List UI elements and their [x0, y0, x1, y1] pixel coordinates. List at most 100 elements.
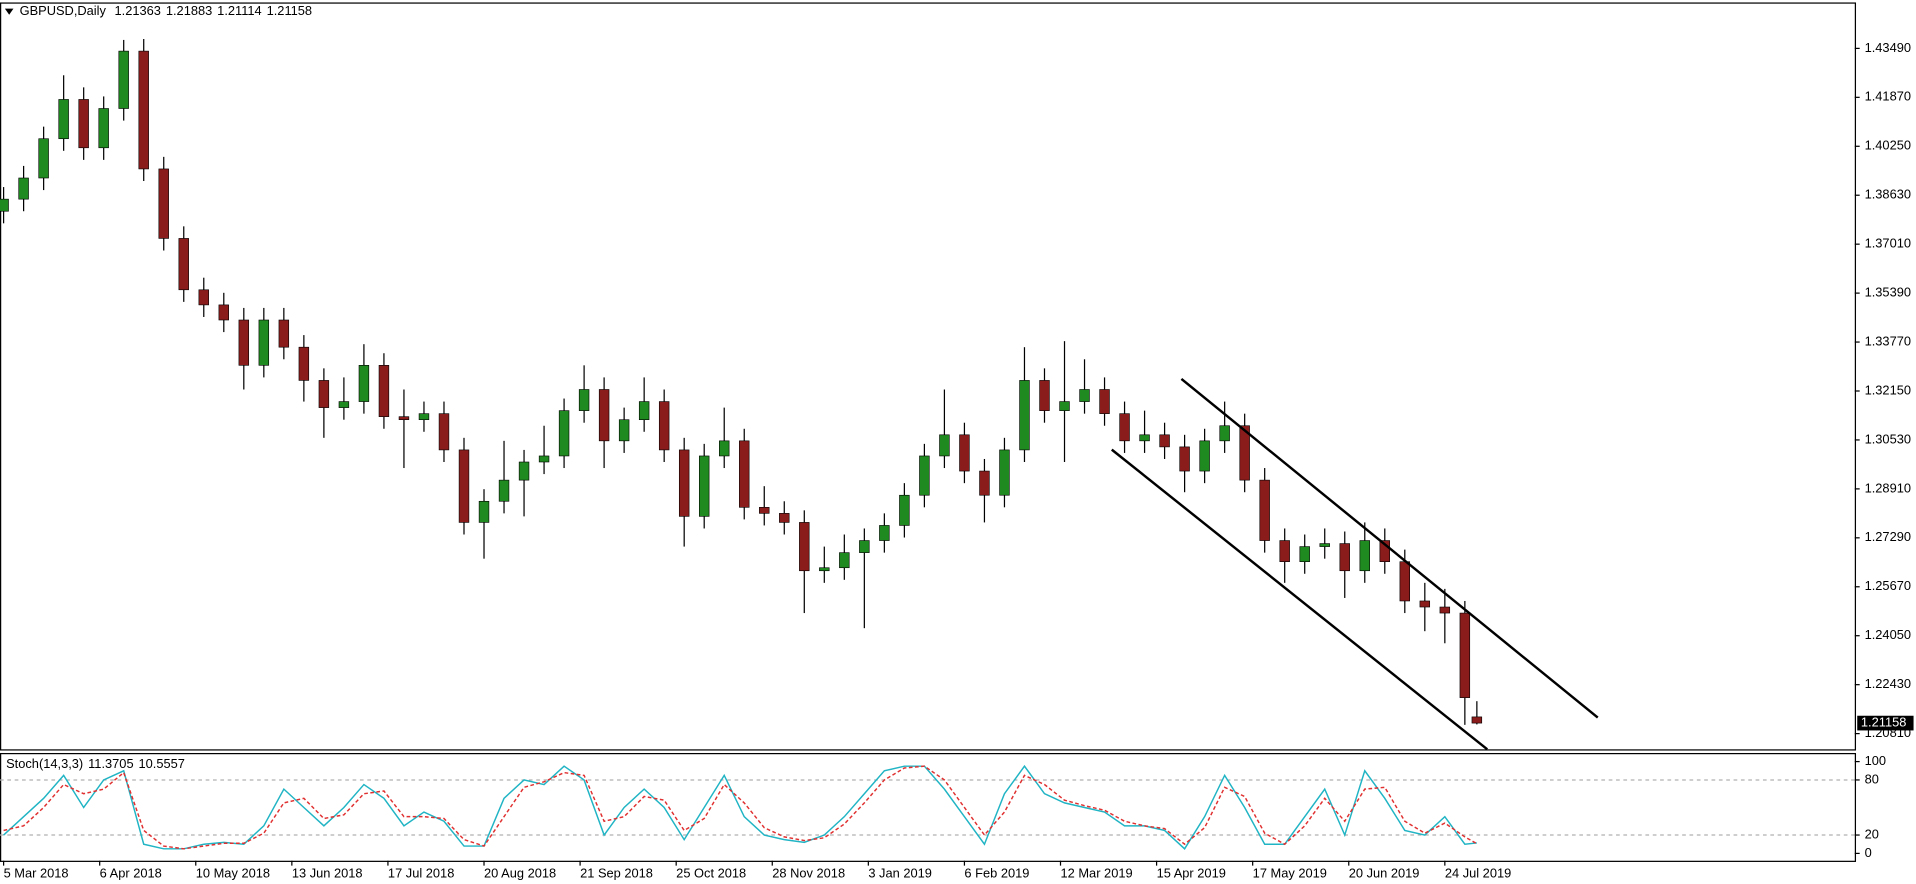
candle-body	[158, 168, 169, 239]
x-tick-label: 15 Apr 2019	[1157, 866, 1226, 881]
candle-body	[358, 365, 370, 402]
candle-body	[458, 449, 470, 523]
y-tick-label: 1.30530	[1865, 431, 1911, 446]
x-tick-label: 20 Jun 2019	[1349, 866, 1420, 881]
candle-body	[919, 455, 930, 496]
header-open: 1.21363	[115, 4, 161, 19]
candle-body	[218, 304, 229, 321]
candle-body	[238, 319, 250, 366]
x-tick-label: 3 Jan 2019	[868, 866, 932, 881]
candle-body	[498, 479, 510, 502]
y-tick-label: 1.37010	[1865, 236, 1911, 251]
y-tick-label: 20	[1865, 826, 1879, 841]
candle-body	[178, 238, 189, 291]
stoch-line	[3, 764, 1477, 850]
candle-body	[1099, 389, 1110, 414]
candle-body	[58, 99, 69, 140]
candle-body	[378, 365, 390, 417]
candle-body	[1339, 543, 1350, 572]
candle-body	[1471, 716, 1483, 724]
candle-body	[1119, 413, 1130, 442]
x-tick-label: 6 Feb 2019	[964, 866, 1029, 881]
x-tick-label: 20 Aug 2018	[484, 866, 556, 881]
y-tick-label: 1.28910	[1865, 480, 1911, 495]
x-tick-label: 12 Mar 2019	[1061, 866, 1133, 881]
y-tick-label: 1.38630	[1865, 187, 1911, 202]
menu-triangle[interactable]	[4, 8, 14, 15]
x-tick-label: 21 Sep 2018	[580, 866, 653, 881]
candle-body	[1199, 440, 1210, 472]
candle-body	[899, 494, 910, 526]
candle-body	[1179, 446, 1190, 472]
candle-body	[1279, 540, 1290, 563]
candle-body	[1459, 612, 1471, 698]
candle-body	[1239, 425, 1250, 481]
candle-body	[258, 319, 270, 366]
candle-body	[799, 522, 810, 572]
candle-body	[138, 50, 149, 170]
stoch-header: Stoch(14,3,3) 11.3705 10.5557	[6, 757, 185, 772]
y-tick-label: 1.41870	[1865, 89, 1911, 104]
candle-body	[959, 434, 970, 472]
x-tick-label: 6 Apr 2018	[100, 866, 162, 881]
x-tick-label: 17 Jul 2018	[388, 866, 454, 881]
candle-body	[278, 319, 290, 348]
candle-body	[719, 440, 730, 457]
candle-body	[698, 455, 710, 517]
candle-body	[999, 449, 1010, 496]
candle-body	[1359, 540, 1370, 572]
y-tick-label: 1.27290	[1865, 529, 1911, 544]
candle-body	[1159, 434, 1170, 448]
candle-body	[1319, 543, 1330, 547]
header-low: 1.21114	[217, 4, 262, 19]
x-tick-label: 28 Nov 2018	[772, 866, 845, 881]
candle-body	[839, 552, 850, 569]
candle-body	[819, 567, 830, 572]
candle-body	[398, 416, 410, 421]
stoch-signal-value: 10.5557	[139, 757, 185, 772]
stoch-panel-frame	[0, 752, 1857, 862]
trend-line	[1180, 377, 1599, 719]
chart-header: GBPUSD,Daily 1.21363 1.21883 1.21114 1.21158	[20, 4, 313, 19]
candle-body	[1059, 401, 1070, 411]
candle-body	[678, 449, 690, 517]
y-tick-label: 1.43490	[1865, 40, 1911, 55]
stoch-line	[3, 765, 1478, 850]
candle-body	[438, 413, 450, 451]
candle-body	[1399, 561, 1411, 602]
y-tick-label: 1.33770	[1865, 333, 1911, 348]
candle-body	[18, 177, 29, 200]
candle-body	[38, 138, 49, 179]
x-tick-label: 17 May 2019	[1253, 866, 1327, 881]
candle-body	[1299, 546, 1310, 563]
candle-body	[538, 455, 550, 463]
x-tick-label: 25 Oct 2018	[676, 866, 746, 881]
header-high: 1.21883	[166, 4, 212, 19]
candle-body	[78, 99, 89, 149]
candle-body	[1079, 389, 1090, 402]
candle-body	[779, 513, 790, 523]
candle-body	[298, 346, 310, 381]
y-tick-label: 1.24050	[1865, 627, 1911, 642]
candle-body	[1019, 380, 1030, 451]
x-tick-label: 24 Jul 2019	[1445, 866, 1511, 881]
candle-body	[558, 410, 570, 457]
candle-body	[638, 401, 650, 421]
main-panel-frame	[0, 2, 1857, 751]
y-tick-label: 80	[1865, 771, 1879, 786]
candle-body	[859, 540, 870, 553]
candle-body	[1219, 425, 1230, 442]
candle-body	[578, 389, 590, 411]
candle-body	[879, 525, 890, 541]
header-close: 1.21158	[267, 4, 312, 19]
candle-body	[0, 198, 9, 212]
symbol: GBPUSD,Daily	[20, 4, 107, 19]
candle-body	[478, 500, 490, 523]
last-price-box	[1857, 715, 1914, 731]
trend-line	[1110, 448, 1489, 751]
y-tick-label: 1.22430	[1865, 676, 1911, 691]
candle-body	[979, 470, 990, 496]
candle-body	[618, 419, 630, 442]
